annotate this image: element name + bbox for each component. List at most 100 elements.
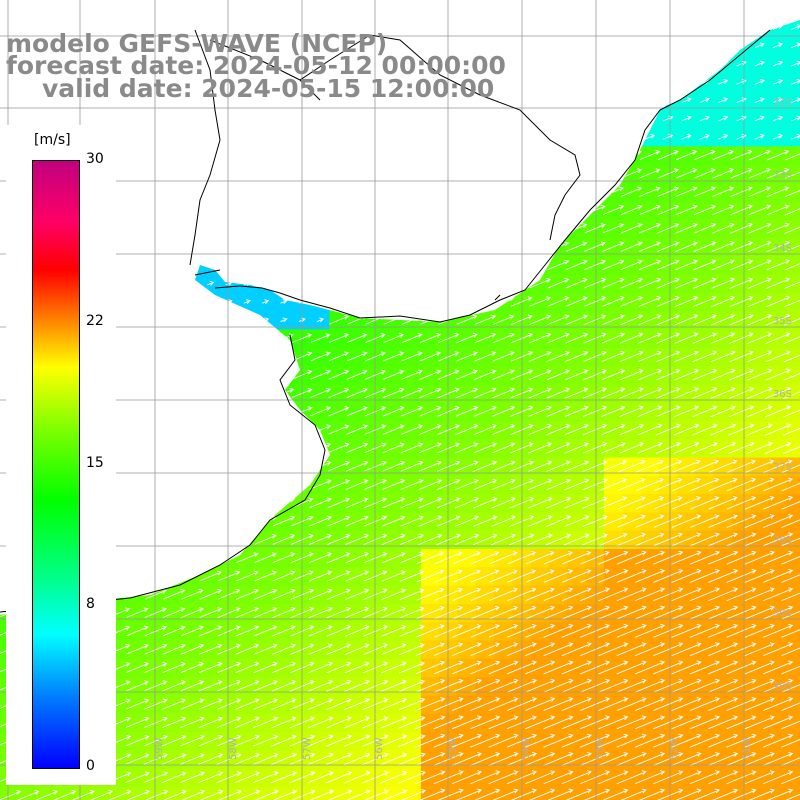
wind-arrow xyxy=(729,277,754,289)
wind-arrow xyxy=(451,752,483,766)
wind-arrow xyxy=(144,680,168,692)
wind-arrow xyxy=(509,515,535,527)
wind-arrow xyxy=(601,332,626,344)
wind-arrow xyxy=(729,241,754,253)
wind-arrow xyxy=(671,715,702,730)
wind-arrow xyxy=(710,423,737,436)
lon-label: 56W xyxy=(374,737,385,760)
wind-arrow xyxy=(399,551,425,564)
wind-arrow xyxy=(235,643,260,655)
wind-arrow xyxy=(781,482,800,492)
wind-cell xyxy=(786,91,800,111)
wind-cell xyxy=(786,786,800,800)
wind-arrow xyxy=(726,697,757,711)
wind-arrow xyxy=(580,770,611,785)
wind-arrow xyxy=(309,479,332,490)
wind-arrow xyxy=(561,733,592,748)
wind-arrow xyxy=(89,789,114,800)
wind-arrow xyxy=(307,752,334,766)
wind-arrow xyxy=(598,623,629,638)
wind-arrow xyxy=(525,642,556,657)
wind-arrow xyxy=(327,570,351,582)
wind-arrow xyxy=(708,514,739,528)
wind-arrow xyxy=(747,350,773,363)
wind-arrow xyxy=(382,424,405,435)
wind-arrow xyxy=(689,550,721,565)
wind-arrow xyxy=(381,551,406,564)
wind-arrow xyxy=(472,515,498,527)
wind-arrow xyxy=(545,515,572,527)
wind-arrow xyxy=(765,386,792,400)
wind-arrow xyxy=(181,588,204,600)
wind-arrow xyxy=(784,244,800,253)
wind-arrow xyxy=(327,552,351,564)
wind-arrow xyxy=(639,150,661,161)
wind-arrow xyxy=(726,623,757,638)
wind-arrow xyxy=(506,660,538,675)
wind-arrow xyxy=(583,332,607,344)
wind-arrow xyxy=(161,734,187,747)
wind-arrow xyxy=(598,678,629,693)
wind-arrow xyxy=(580,623,611,638)
wind-arrow xyxy=(419,788,446,800)
wind-arrow xyxy=(644,133,656,140)
wind-arrow xyxy=(619,441,645,454)
wind-arrow xyxy=(672,459,701,473)
wind-arrow xyxy=(416,551,445,565)
wind-arrow xyxy=(470,660,501,675)
wind-arrow xyxy=(125,734,150,747)
wind-arrow xyxy=(252,771,279,784)
wind-arrow xyxy=(399,606,425,619)
wind-arrow xyxy=(565,314,589,326)
wind-cell xyxy=(347,786,367,800)
wind-arrow xyxy=(689,660,721,675)
wind-arrow xyxy=(781,592,800,602)
wind-arrow xyxy=(634,587,666,602)
wind-arrow xyxy=(310,406,332,417)
wind-arrow xyxy=(772,97,784,103)
wind-arrow xyxy=(584,223,606,234)
wind-arrow xyxy=(638,332,662,344)
wind-arrow xyxy=(561,715,592,730)
wind-arrow xyxy=(744,605,775,620)
wind-arrow xyxy=(726,550,757,565)
wind-arrow xyxy=(781,464,800,473)
wind-arrow xyxy=(781,519,800,528)
wind-arrow xyxy=(671,605,702,620)
wind-arrow xyxy=(580,697,611,711)
wind-arrow xyxy=(143,771,169,784)
wind-arrow xyxy=(507,623,537,638)
wind-arrow xyxy=(474,369,497,380)
wind-arrow xyxy=(543,733,574,748)
wind-arrow xyxy=(217,607,241,619)
wind-arrow xyxy=(772,60,784,67)
wind-arrow xyxy=(730,149,753,161)
wind-arrow xyxy=(381,624,407,637)
wind-arrow xyxy=(598,733,629,748)
wind-arrow xyxy=(791,79,800,85)
wind-arrow xyxy=(681,133,692,140)
wind-arrow xyxy=(234,752,261,765)
wind-arrow xyxy=(598,550,629,565)
wind-arrow xyxy=(748,168,772,179)
wind-arrow xyxy=(675,186,698,197)
wind-arrow xyxy=(543,623,574,638)
wind-cell xyxy=(786,274,800,294)
wind-arrow xyxy=(689,605,721,620)
wind-arrow xyxy=(690,532,720,547)
wind-arrow xyxy=(108,789,132,800)
wind-arrow xyxy=(398,770,426,784)
wind-arrow xyxy=(308,552,333,564)
wind-arrow xyxy=(382,460,406,472)
wind-arrow xyxy=(781,702,800,711)
wind-arrow xyxy=(598,770,629,785)
wind-arrow xyxy=(199,625,223,637)
wind-arrow xyxy=(401,405,424,417)
wind-arrow xyxy=(327,479,351,490)
wind-arrow xyxy=(689,752,721,766)
wind-arrow xyxy=(726,587,757,602)
wind-arrow xyxy=(754,79,765,85)
wind-arrow xyxy=(234,734,261,747)
wind-arrow xyxy=(783,373,800,381)
wind-arrow xyxy=(525,733,556,748)
